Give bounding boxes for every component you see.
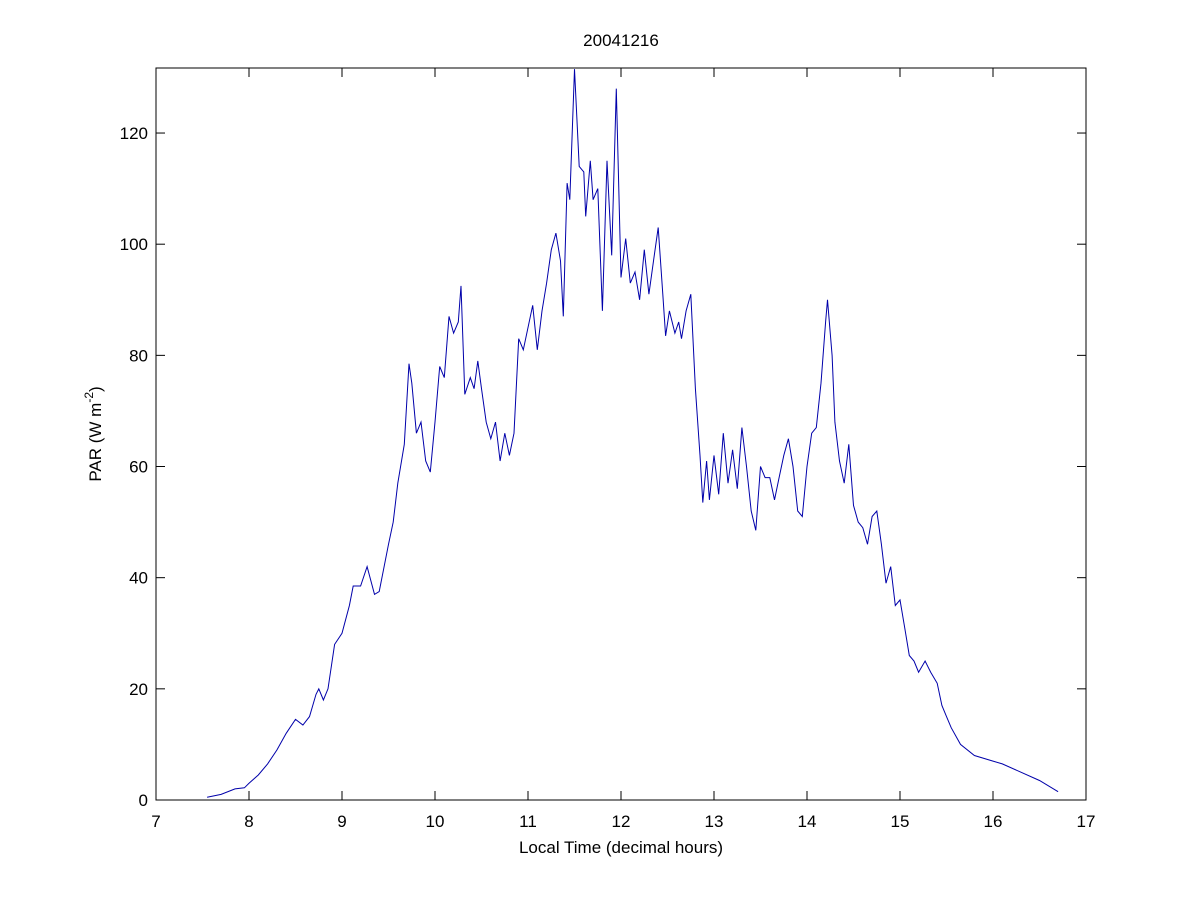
x-tick-label: 15 (891, 812, 910, 831)
y-label-close: ) (86, 386, 105, 392)
x-tick-label: 7 (151, 812, 160, 831)
y-tick-label: 0 (139, 791, 148, 810)
y-tick-label: 60 (129, 458, 148, 477)
data-line (207, 69, 1059, 798)
y-tick-label: 20 (129, 680, 148, 699)
y-axis-label: PAR (W m-2) (82, 386, 105, 481)
x-tick-label: 13 (705, 812, 724, 831)
x-axis-label: Local Time (decimal hours) (519, 838, 723, 857)
x-tick-label: 12 (612, 812, 631, 831)
y-tick-label: 120 (120, 124, 148, 143)
x-tick-label: 9 (337, 812, 346, 831)
x-tick-label: 17 (1077, 812, 1096, 831)
y-label-exponent: -2 (82, 392, 96, 403)
x-tick-label: 11 (519, 812, 537, 831)
x-tick-label: 10 (426, 812, 445, 831)
y-tick-label: 80 (129, 346, 148, 365)
chart-title: 20041216 (583, 31, 659, 50)
y-label-text: PAR (W m (86, 403, 105, 482)
x-tick-label: 14 (798, 812, 817, 831)
x-tick-label: 16 (984, 812, 1003, 831)
y-tick-label: 100 (120, 235, 148, 254)
y-tick-label: 40 (129, 569, 148, 588)
x-tick-label: 8 (244, 812, 253, 831)
